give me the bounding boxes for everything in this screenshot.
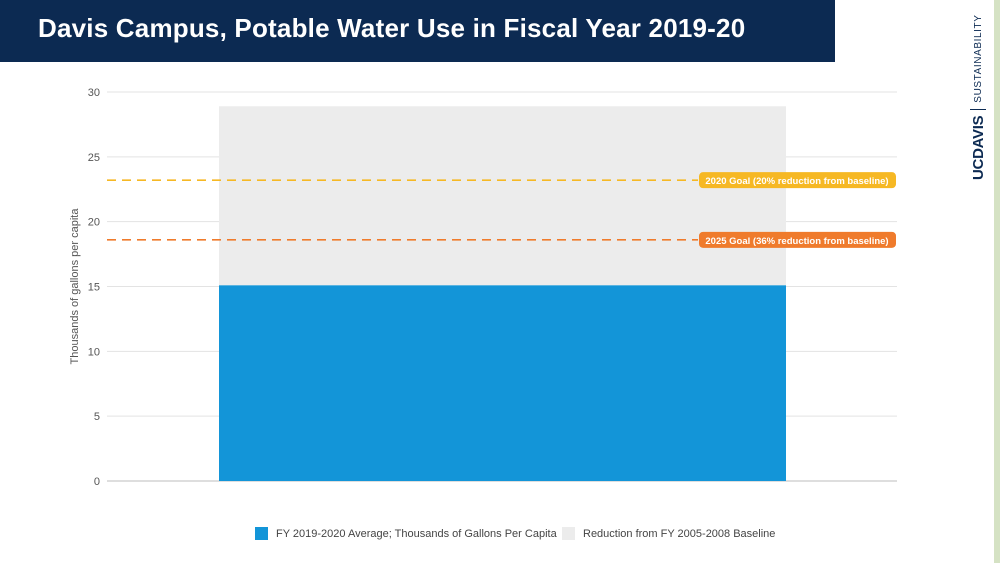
- page-title: Davis Campus, Potable Water Use in Fisca…: [38, 13, 746, 43]
- right-accent-stripe: [994, 0, 1000, 563]
- y-tick-label-30: 30: [88, 87, 100, 99]
- legend-item-baseline-reduction: Reduction from FY 2005-2008 Baseline: [562, 527, 775, 540]
- reference-label-goal-2020: 2020 Goal (20% reduction from baseline): [705, 176, 888, 187]
- bar-segment-fy-average: [219, 285, 786, 481]
- bar-segment-baseline-reduction: [219, 106, 786, 286]
- y-axis-label: Thousands of gallons per capita: [69, 208, 81, 365]
- y-tick-label-20: 20: [88, 217, 100, 229]
- legend-swatch-fy-average: [255, 527, 268, 540]
- legend-label-baseline-reduction: Reduction from FY 2005-2008 Baseline: [583, 527, 776, 540]
- y-tick-label-25: 25: [88, 152, 100, 164]
- title-bar: Davis Campus, Potable Water Use in Fisca…: [0, 0, 835, 62]
- y-tick-label-0: 0: [94, 476, 100, 488]
- legend-label-fy-average: FY 2019-2020 Average; Thousands of Gallo…: [276, 527, 557, 540]
- reference-label-bg-goal-2025: [699, 231, 896, 248]
- y-tick-label-10: 10: [88, 346, 100, 358]
- reference-label-bg-goal-2020: [699, 172, 896, 189]
- legend-item-fy-average: FY 2019-2020 Average; Thousands of Gallo…: [255, 527, 557, 540]
- y-tick-label-15: 15: [88, 282, 100, 294]
- y-tick-label-5: 5: [94, 411, 100, 423]
- reference-label-goal-2025: 2025 Goal (36% reduction from baseline): [705, 236, 888, 247]
- legend-swatch-baseline-reduction: [562, 527, 575, 540]
